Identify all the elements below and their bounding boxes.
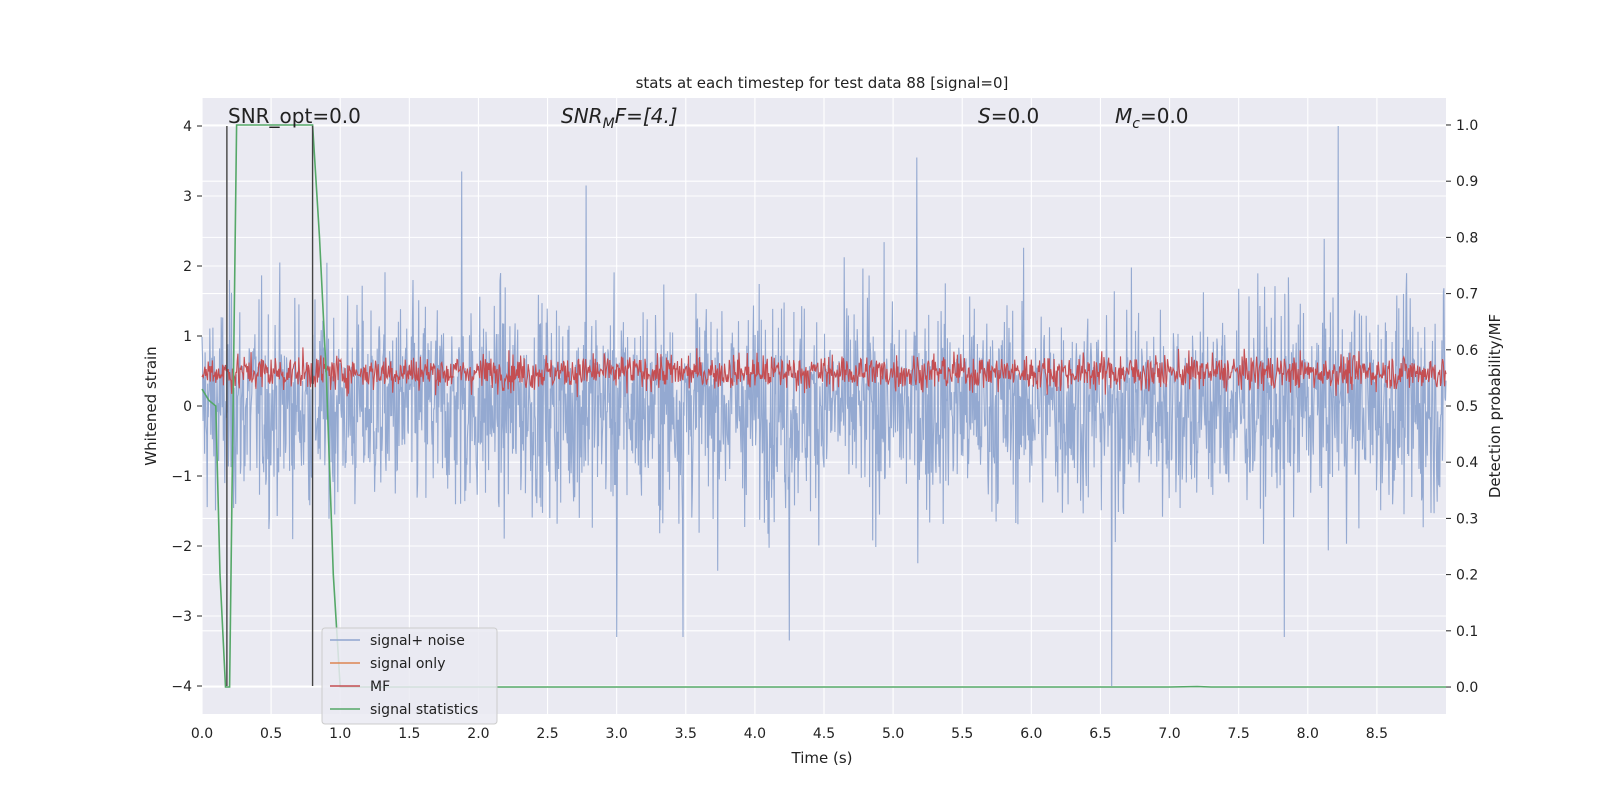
x-tick-label: 8.5 <box>1366 726 1388 742</box>
x-tick-label: 5.0 <box>882 726 904 742</box>
x-ticks: 0.0 0.5 1.0 1.5 2.0 2.5 3.0 3.5 4.0 4.5 5.0 5.5 6.0 6… <box>191 726 1388 742</box>
y-tick-label-right: 0.4 <box>1456 455 1478 471</box>
x-axis-label: Time (s) <box>791 749 853 767</box>
y-tick-label-right: 0.9 <box>1456 174 1478 190</box>
y-tick-label-right: 0.0 <box>1456 680 1478 696</box>
annotation-mc-main: M <box>1115 104 1132 128</box>
y-tick-label-right: 0.7 <box>1456 287 1478 303</box>
y-tick-label-right: 0.5 <box>1456 399 1478 415</box>
x-tick-label: 0.0 <box>191 726 213 742</box>
x-tick-label: 2.0 <box>467 726 489 742</box>
x-tick-label: 7.5 <box>1228 726 1250 742</box>
y-tick-label-left: −2 <box>171 539 192 555</box>
y-tick-label-right: 0.2 <box>1456 568 1478 584</box>
y-tick-label-right: 1.0 <box>1456 118 1478 134</box>
y-tick-label-left: 0 <box>183 399 192 415</box>
legend-box <box>321 627 498 725</box>
x-tick-label: 1.5 <box>398 726 420 742</box>
chart-title: stats at each timestep for test data 88 … <box>636 74 1009 92</box>
y-tick-label-left: −1 <box>171 469 192 485</box>
y-tick-label-right: 0.8 <box>1456 230 1478 246</box>
x-tick-label: 5.5 <box>951 726 973 742</box>
x-tick-label: 6.0 <box>1020 726 1042 742</box>
y-ticks-left: 4 3 2 1 0 −1 −2 −3 −4 <box>171 119 202 695</box>
legend-label-signal-only: signal only <box>370 656 445 672</box>
y-tick-label-left: −4 <box>171 679 192 695</box>
signal-statistics-line <box>201 124 1446 688</box>
legend-label-mf: MF <box>370 679 390 695</box>
y-tick-label-right: 0.1 <box>1456 624 1478 640</box>
y-tick-label-left: 1 <box>183 329 192 345</box>
x-tick-label: 0.5 <box>260 726 282 742</box>
x-tick-label: 8.0 <box>1297 726 1319 742</box>
annotation-s-main: S <box>978 104 991 128</box>
series-mf <box>201 347 1447 398</box>
y-tick-label-left: 3 <box>183 189 192 205</box>
signal-noise-line <box>201 125 1447 687</box>
y-axis-label-right: Detection probability/MF <box>1486 314 1504 498</box>
y-tick-label-right: 0.3 <box>1456 511 1478 527</box>
x-tick-label: 4.0 <box>744 726 766 742</box>
x-tick-label: 1.0 <box>329 726 351 742</box>
annotation-snr-mf: SNRMF=[4.] <box>561 104 678 132</box>
x-tick-label: 7.0 <box>1158 726 1180 742</box>
annotation-snr-mf-rest: F=[4.] <box>615 104 678 128</box>
x-tick-label: 4.5 <box>813 726 835 742</box>
y-axis-label-left: Whitened strain <box>142 346 160 465</box>
x-tick-label: 3.5 <box>675 726 697 742</box>
x-tick-label: 3.0 <box>606 726 628 742</box>
legend-label-signal-noise: signal+ noise <box>370 633 465 649</box>
legend: signal+ noise signal only MF signal stat… <box>321 627 498 725</box>
y-ticks-right: 1.0 0.9 0.8 0.7 0.6 0.5 0.4 0.3 0.2 0.1 0.0 <box>1446 118 1478 696</box>
annotation-mc-rest: =0.0 <box>1140 104 1189 128</box>
annotation-mc-sub: c <box>1132 116 1140 132</box>
y-tick-label-left: −3 <box>171 609 192 625</box>
legend-label-signal-statistics: signal statistics <box>370 702 478 718</box>
annotation-s-rest: =0.0 <box>991 104 1040 128</box>
annotation-mc: Mc=0.0 <box>1115 104 1189 132</box>
series-signal-noise <box>201 125 1447 687</box>
annotation-snr-mf-sub: M <box>603 116 615 132</box>
mf-line <box>201 347 1447 398</box>
y-tick-label-right: 0.6 <box>1456 343 1478 359</box>
x-tick-label: 2.5 <box>536 726 558 742</box>
y-tick-label-left: 4 <box>183 119 192 135</box>
annotation-s: S=0.0 <box>978 104 1039 128</box>
y-tick-label-left: 2 <box>183 259 192 275</box>
x-tick-label: 6.5 <box>1089 726 1111 742</box>
annotation-snr-mf-main: SNR <box>561 104 603 128</box>
annotation-snr-opt: SNR_opt=0.0 <box>228 104 361 128</box>
marker-lines <box>226 126 314 686</box>
series-signal-statistics <box>201 124 1446 688</box>
